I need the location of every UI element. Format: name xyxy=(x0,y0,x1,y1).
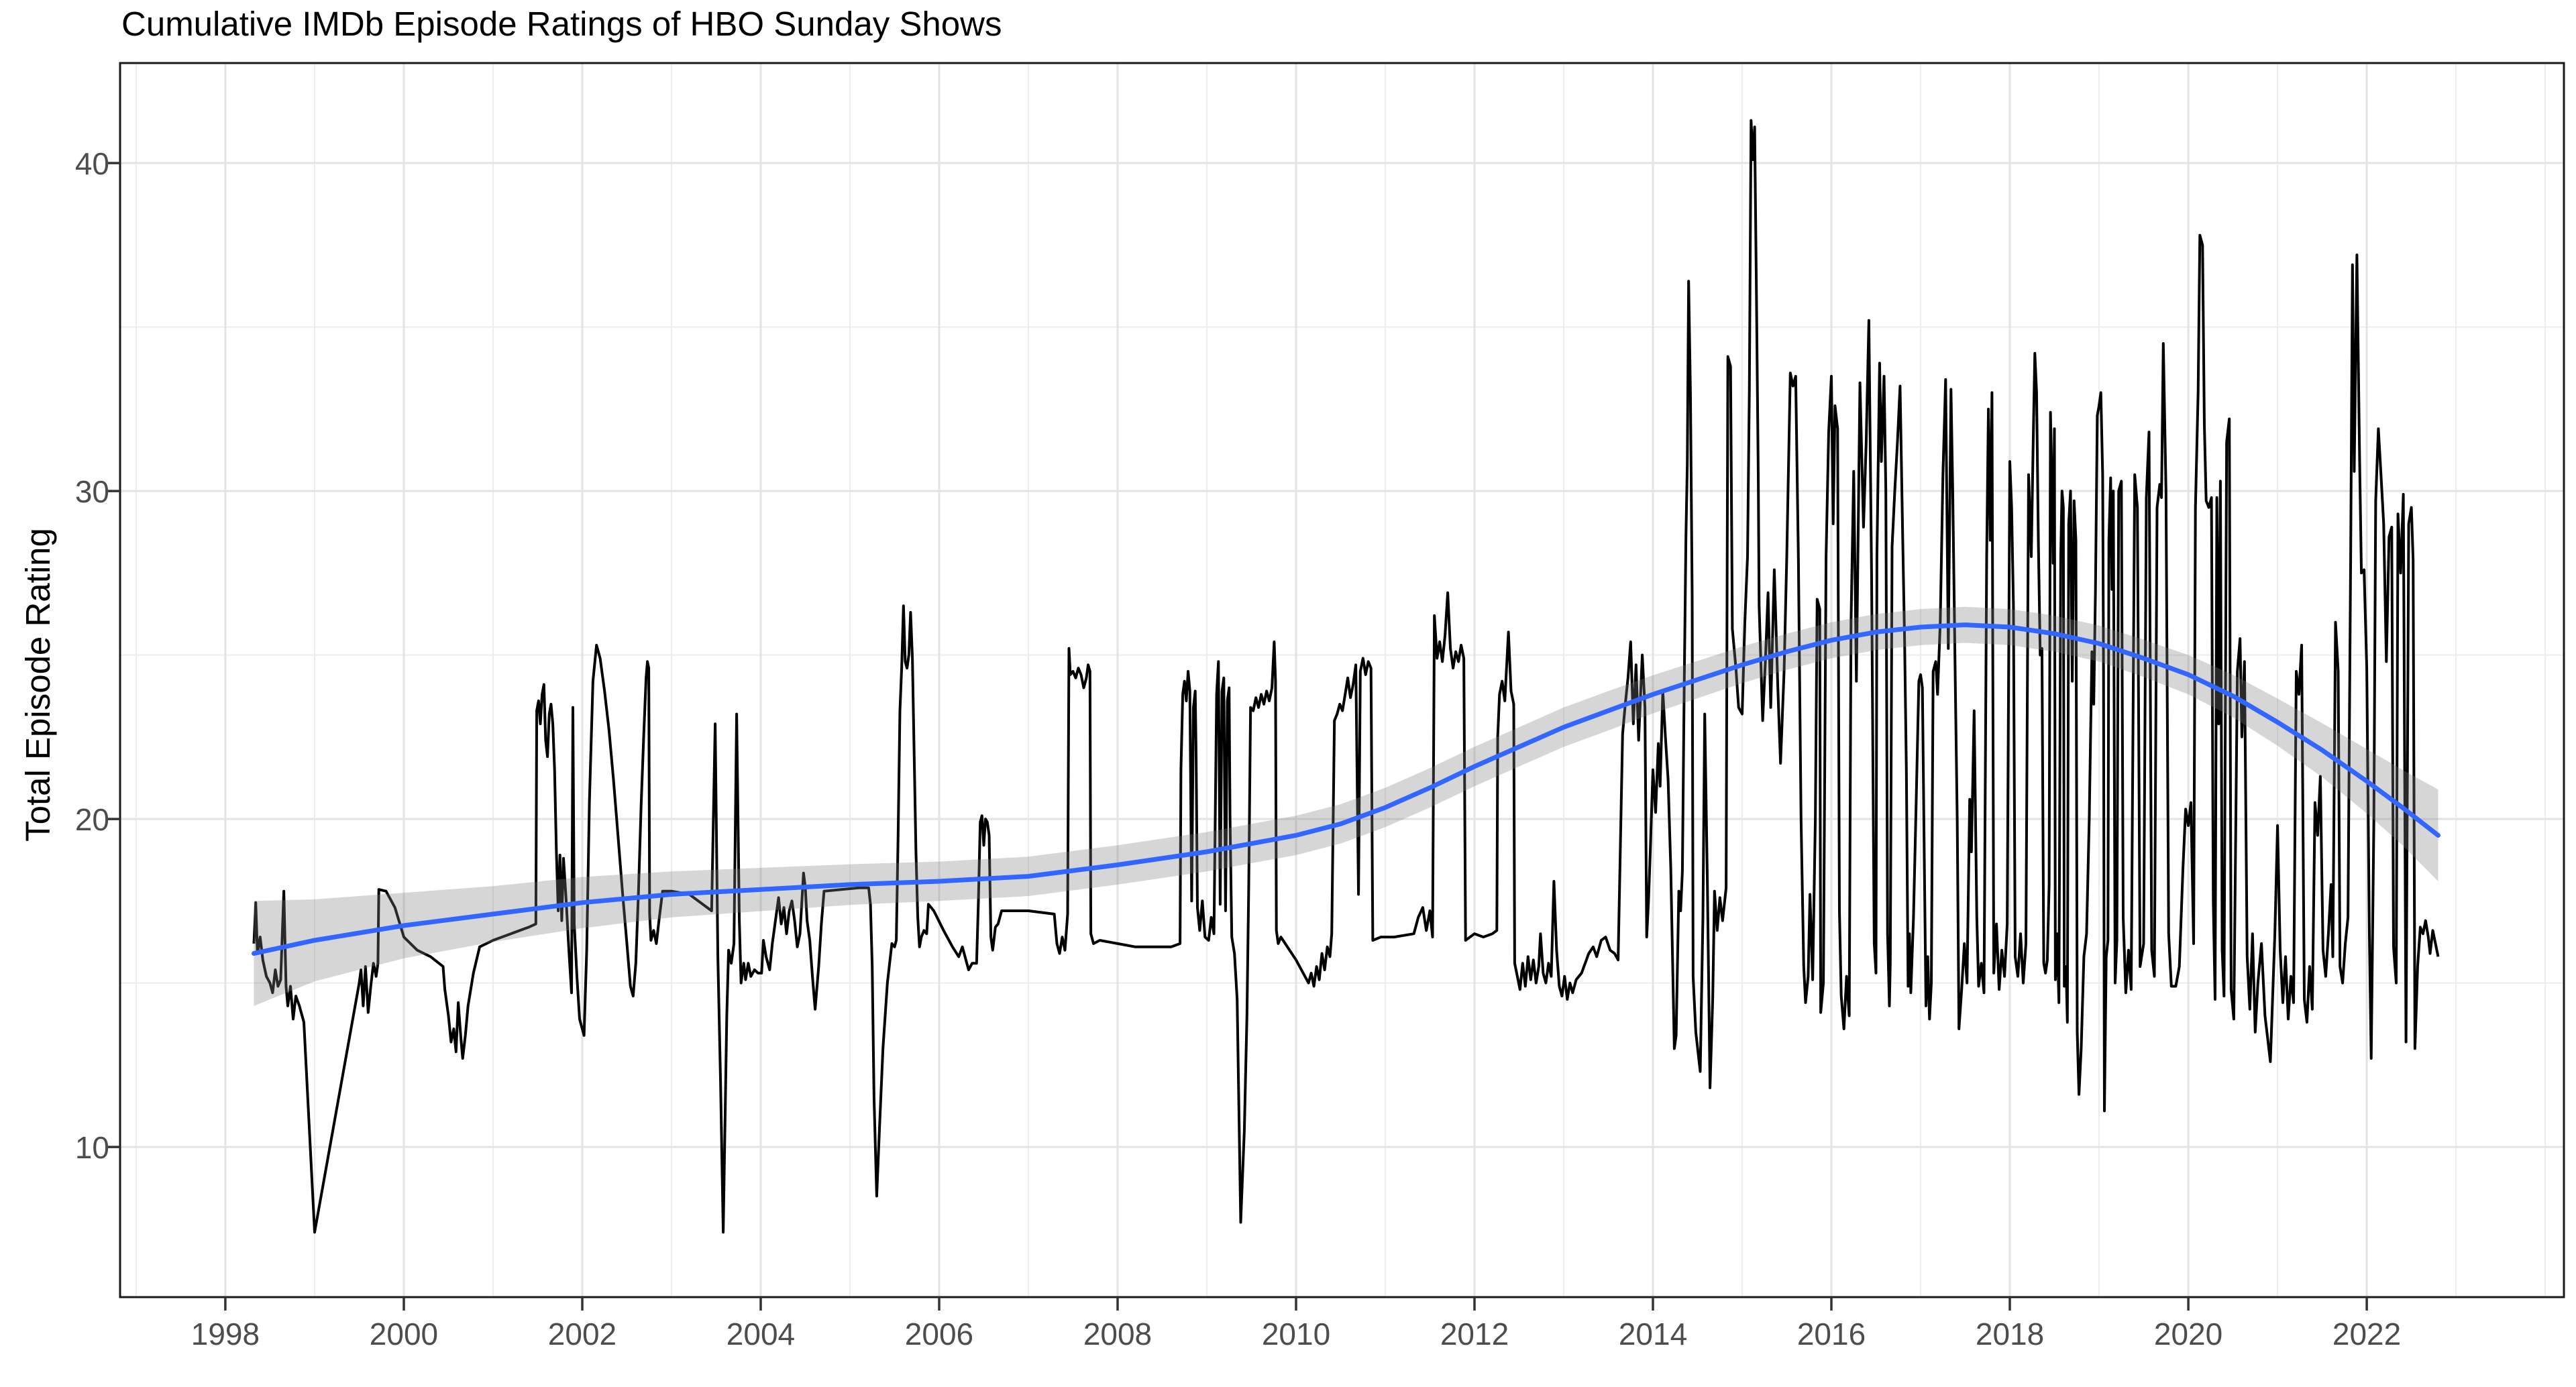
y-tick-label: 20 xyxy=(74,802,109,838)
x-tick-label: 2022 xyxy=(2332,1317,2402,1351)
x-tick-label: 2014 xyxy=(1618,1317,1688,1351)
smooth-trend-line xyxy=(252,622,2440,956)
x-tick-label: 2010 xyxy=(1261,1317,1331,1351)
confidence-band xyxy=(254,606,2438,1006)
x-tick-label: 2004 xyxy=(726,1317,796,1351)
x-tick-label: 2012 xyxy=(1440,1317,1509,1351)
y-tick-label: 30 xyxy=(74,474,109,510)
chart-title: Cumulative IMDb Episode Ratings of HBO S… xyxy=(121,5,1002,43)
x-tick-label: 2002 xyxy=(547,1317,617,1351)
panel-border xyxy=(119,62,2565,1298)
x-tick-label: 1998 xyxy=(191,1317,260,1351)
x-tick-label: 2016 xyxy=(1796,1317,1866,1351)
y-tick-label: 10 xyxy=(74,1130,109,1166)
x-tick-label: 2018 xyxy=(1975,1317,2045,1351)
y-tick-label: 40 xyxy=(74,146,109,182)
x-tick-label: 2000 xyxy=(369,1317,439,1351)
x-tick-label: 2006 xyxy=(904,1317,974,1351)
x-tick-label: 2020 xyxy=(2153,1317,2223,1351)
x-tick-label: 2008 xyxy=(1083,1317,1152,1351)
episode-rating-line xyxy=(252,119,2440,1234)
